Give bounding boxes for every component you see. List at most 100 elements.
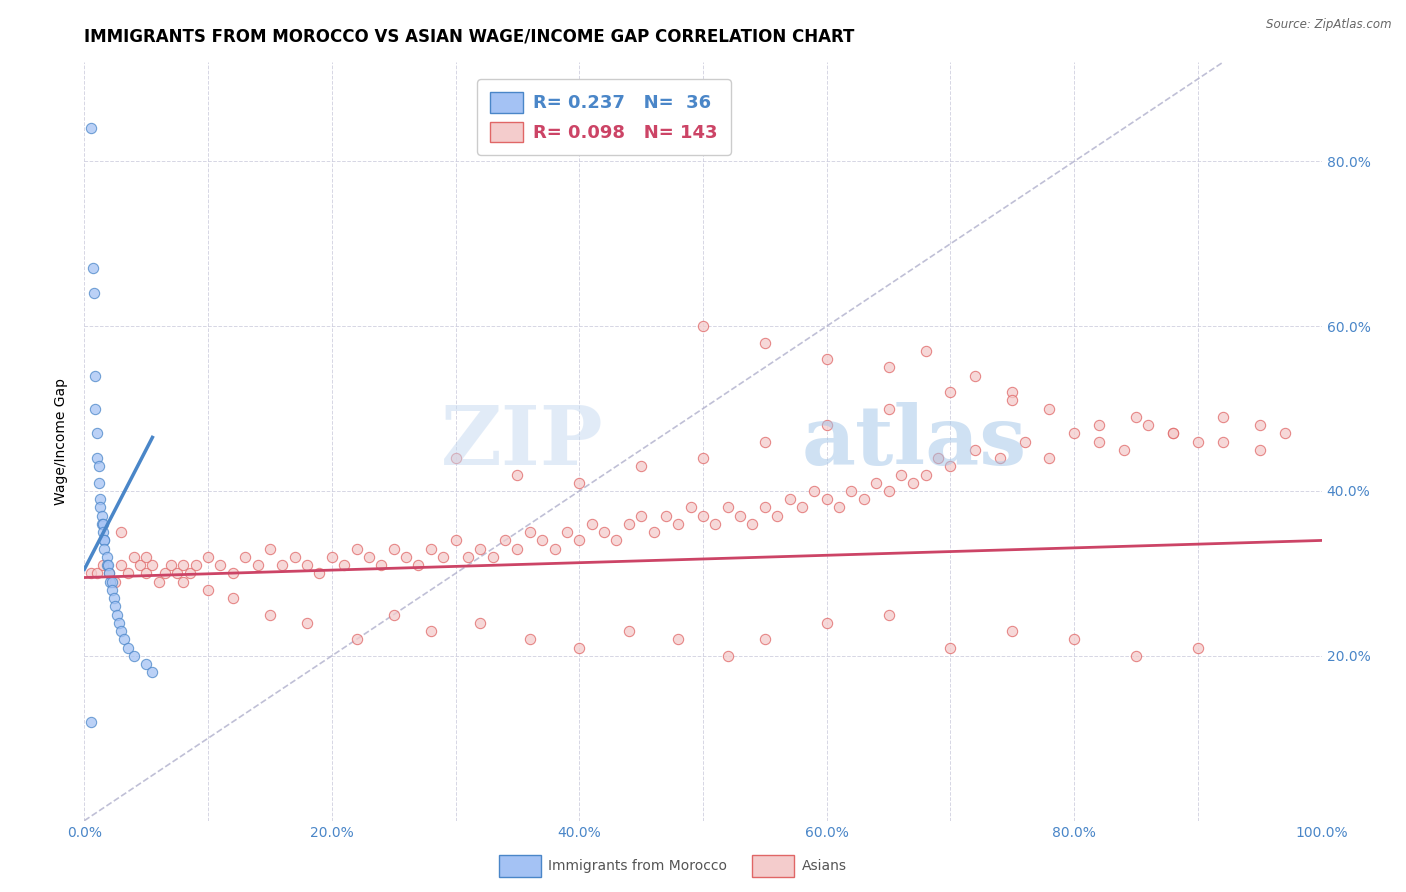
Point bbox=[1063, 632, 1085, 647]
Text: Source: ZipAtlas.com: Source: ZipAtlas.com bbox=[1267, 18, 1392, 31]
Point bbox=[135, 566, 157, 581]
Point bbox=[494, 533, 516, 548]
Point bbox=[630, 459, 652, 474]
Point bbox=[197, 582, 219, 597]
Point bbox=[914, 343, 936, 358]
Point bbox=[1063, 426, 1085, 441]
Point bbox=[1001, 385, 1024, 400]
Point bbox=[1001, 393, 1024, 408]
Point bbox=[1112, 442, 1135, 457]
Point bbox=[877, 360, 900, 375]
Point bbox=[135, 549, 157, 564]
Point bbox=[90, 516, 112, 531]
Point bbox=[1187, 434, 1209, 449]
Point bbox=[877, 401, 900, 416]
Point bbox=[108, 615, 131, 630]
Point bbox=[939, 385, 962, 400]
Point bbox=[988, 450, 1011, 465]
Point bbox=[259, 607, 281, 622]
Text: Asians: Asians bbox=[801, 859, 846, 873]
Point bbox=[79, 121, 101, 136]
Point bbox=[1125, 409, 1147, 424]
Point bbox=[965, 442, 987, 457]
Point bbox=[370, 558, 392, 573]
Point bbox=[939, 640, 962, 655]
Point bbox=[852, 492, 875, 507]
Point bbox=[110, 558, 132, 573]
Point bbox=[259, 541, 281, 556]
Point bbox=[1014, 434, 1036, 449]
Point bbox=[179, 566, 201, 581]
Point bbox=[877, 483, 900, 498]
Point bbox=[86, 450, 108, 465]
Text: atlas: atlas bbox=[801, 401, 1028, 482]
Point bbox=[93, 533, 115, 548]
Point bbox=[531, 533, 554, 548]
Point bbox=[82, 261, 104, 276]
Point bbox=[91, 516, 114, 531]
Point bbox=[209, 558, 232, 573]
Point bbox=[841, 483, 863, 498]
Point bbox=[444, 450, 467, 465]
Point bbox=[295, 558, 318, 573]
Text: Immigrants from Morocco: Immigrants from Morocco bbox=[548, 859, 727, 873]
Point bbox=[754, 335, 776, 350]
Point bbox=[86, 566, 108, 581]
Point bbox=[233, 549, 256, 564]
Point bbox=[815, 418, 838, 433]
Point bbox=[184, 558, 207, 573]
Point bbox=[89, 492, 111, 507]
Point bbox=[741, 516, 763, 531]
Point bbox=[308, 566, 330, 581]
Point bbox=[717, 648, 740, 663]
Point bbox=[98, 574, 121, 589]
Point bbox=[110, 525, 132, 540]
Point bbox=[333, 558, 356, 573]
Point bbox=[222, 591, 245, 606]
Point bbox=[346, 632, 368, 647]
Point bbox=[271, 558, 294, 573]
Point bbox=[141, 665, 163, 680]
Point bbox=[692, 450, 714, 465]
Point bbox=[754, 632, 776, 647]
Point bbox=[803, 483, 825, 498]
Point bbox=[160, 558, 183, 573]
Point bbox=[83, 286, 105, 301]
Y-axis label: Wage/Income Gap: Wage/Income Gap bbox=[55, 378, 69, 505]
Point bbox=[98, 566, 121, 581]
Point bbox=[914, 467, 936, 482]
Point bbox=[692, 319, 714, 334]
Point bbox=[630, 508, 652, 523]
Point bbox=[1274, 426, 1296, 441]
Point bbox=[96, 549, 118, 564]
Point bbox=[965, 368, 987, 383]
Point bbox=[382, 607, 405, 622]
Point bbox=[79, 566, 101, 581]
Point bbox=[1125, 648, 1147, 663]
Point bbox=[506, 467, 529, 482]
Point bbox=[321, 549, 343, 564]
Point bbox=[754, 434, 776, 449]
Point bbox=[815, 615, 838, 630]
Point bbox=[1249, 442, 1271, 457]
Point bbox=[568, 640, 591, 655]
Point bbox=[555, 525, 578, 540]
Point bbox=[1161, 426, 1184, 441]
Point bbox=[122, 549, 145, 564]
Point bbox=[457, 549, 479, 564]
Point bbox=[617, 624, 640, 639]
Point bbox=[135, 657, 157, 671]
Point bbox=[91, 525, 114, 540]
Point bbox=[1187, 640, 1209, 655]
Point bbox=[666, 632, 689, 647]
Point bbox=[704, 516, 727, 531]
Point bbox=[692, 508, 714, 523]
Point bbox=[104, 574, 127, 589]
Point bbox=[110, 624, 132, 639]
Point bbox=[766, 508, 789, 523]
Text: IMMIGRANTS FROM MOROCCO VS ASIAN WAGE/INCOME GAP CORRELATION CHART: IMMIGRANTS FROM MOROCCO VS ASIAN WAGE/IN… bbox=[84, 28, 855, 45]
Point bbox=[605, 533, 627, 548]
Point bbox=[470, 541, 492, 556]
Point bbox=[395, 549, 418, 564]
Point bbox=[89, 459, 111, 474]
